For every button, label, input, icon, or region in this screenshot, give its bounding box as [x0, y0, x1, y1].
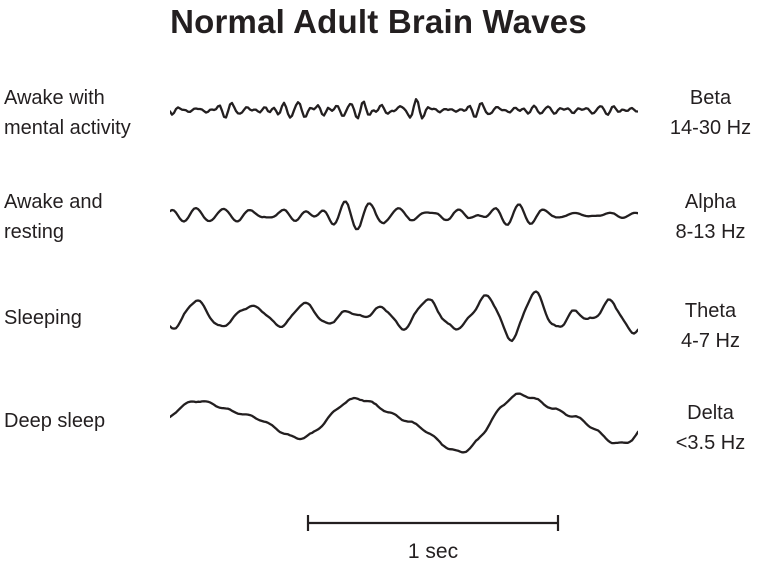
- scale-bar-label: 1 sec: [407, 540, 459, 563]
- band-name: Theta: [684, 300, 737, 322]
- scale-bar: [306, 515, 560, 531]
- state-label-delta: Deep sleep: [4, 406, 169, 436]
- state-label-alpha: Awake and resting: [4, 187, 169, 247]
- band-frequency: 8-13 Hz: [675, 221, 746, 243]
- band-name: Delta: [687, 402, 734, 424]
- band-label-theta: Theta 4-7 Hz: [664, 296, 757, 356]
- state-label-line: Awake with: [4, 87, 105, 109]
- state-label-line: Awake and: [4, 191, 103, 213]
- alpha-wave-trace: [170, 200, 638, 231]
- band-label-beta: Beta 14-30 Hz: [664, 83, 757, 143]
- band-frequency: 14-30 Hz: [669, 117, 752, 139]
- band-label-delta: Delta <3.5 Hz: [664, 398, 757, 458]
- state-label-beta: Awake with mental activity: [4, 83, 169, 143]
- state-label-line: Deep sleep: [4, 410, 106, 432]
- state-label-line: mental activity: [4, 117, 131, 139]
- delta-wave-trace: [170, 392, 638, 454]
- band-frequency: 4-7 Hz: [681, 330, 740, 352]
- beta-wave-trace: [170, 98, 638, 120]
- band-frequency: <3.5 Hz: [675, 432, 746, 454]
- state-label-theta: Sleeping: [4, 303, 169, 333]
- state-label-line: resting: [4, 221, 65, 243]
- band-name: Alpha: [684, 191, 737, 213]
- theta-wave-trace: [170, 290, 638, 343]
- state-label-line: Sleeping: [4, 307, 82, 329]
- band-name: Beta: [689, 87, 732, 109]
- band-label-alpha: Alpha 8-13 Hz: [664, 187, 757, 247]
- diagram-title: Normal Adult Brain Waves: [170, 3, 587, 40]
